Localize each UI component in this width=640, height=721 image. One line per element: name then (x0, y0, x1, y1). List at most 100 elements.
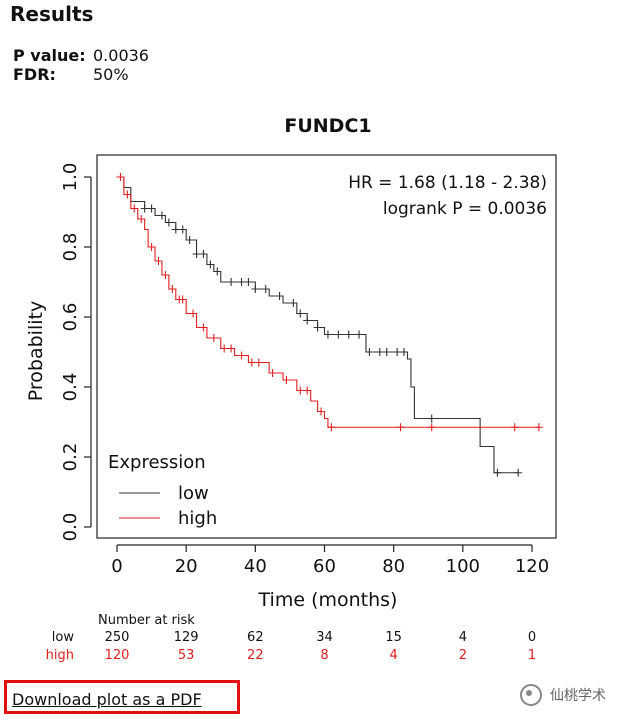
censor-mark-low (147, 204, 156, 213)
censor-mark-low (213, 267, 222, 276)
risk-cell-high: 120 (105, 648, 130, 663)
censor-mark-high (220, 344, 229, 353)
censor-mark-low (185, 236, 194, 244)
chart-title: FUNDC1 (284, 115, 371, 137)
risk-cell-low: 250 (105, 630, 130, 645)
censor-mark-high (268, 369, 277, 377)
censor-mark-high (396, 423, 405, 432)
risk-table-title: Number at risk (98, 613, 195, 628)
legend-low-label: low (178, 483, 209, 504)
censor-mark-high (303, 386, 312, 395)
p-value: 0.0036 (93, 46, 149, 65)
censor-mark-low (303, 316, 312, 325)
censor-mark-high (137, 215, 146, 223)
censor-mark-high (116, 173, 125, 181)
censor-mark-low (365, 348, 374, 356)
censor-mark-low (275, 292, 284, 300)
censor-mark-high (296, 386, 305, 395)
censor-mark-low (344, 330, 353, 339)
y-tick-label: 0.4 (60, 373, 81, 402)
censor-mark-low (237, 278, 246, 286)
x-tick-label: 40 (244, 556, 267, 577)
censor-mark-low (323, 330, 332, 339)
download-pdf-link[interactable]: Download plot as a PDF (12, 690, 202, 709)
y-tick-label: 0.0 (60, 513, 81, 542)
risk-cell-low: 62 (247, 630, 264, 645)
fdr-value: 50% (93, 65, 129, 84)
censor-mark-low (199, 250, 208, 258)
legend-title: Expression (108, 452, 206, 473)
x-tick-label: 80 (382, 556, 405, 577)
risk-cell-low: 0 (528, 630, 536, 645)
censor-mark-high (123, 190, 132, 199)
results-title: Results (10, 2, 94, 26)
risk-row-label-high: high (46, 648, 74, 663)
censor-mark-low (334, 330, 343, 339)
censor-mark-low (493, 468, 502, 477)
y-tick-label: 0.6 (60, 303, 81, 332)
y-axis: 0.0 0.2 0.4 0.6 0.8 1.0 (60, 163, 92, 542)
censor-mark-high (209, 334, 218, 342)
censor-mark-low (289, 299, 298, 307)
censor-mark-low (164, 218, 173, 227)
risk-cell-high: 2 (459, 648, 467, 663)
censor-mark-low (140, 204, 149, 213)
censor-mark-high (510, 423, 519, 432)
censor-mark-high (247, 358, 256, 367)
censor-mark-low (171, 225, 180, 234)
censor-mark-high (178, 295, 187, 304)
censor-mark-high (317, 407, 326, 416)
y-tick-label: 0.2 (60, 443, 81, 472)
censor-mark-low (313, 323, 322, 332)
censor-mark-high (154, 257, 163, 265)
censor-mark-high (282, 376, 291, 384)
p-value-row: P value: 0.0036 (13, 46, 149, 65)
censor-mark-low (427, 414, 436, 423)
risk-cell-low: 15 (385, 630, 402, 645)
censor-mark-high (227, 344, 236, 353)
censor-mark-high (199, 323, 208, 332)
censor-mark-high (168, 285, 177, 293)
y-axis-label: Probability (25, 301, 47, 401)
censor-mark-low (192, 250, 201, 258)
risk-cell-low: 4 (459, 630, 467, 645)
p-value-label: P value: (13, 46, 86, 65)
stats-block: P value: 0.0036 FDR: 50% (13, 46, 149, 84)
hr-annotation: HR = 1.68 (1.18 - 2.38) (348, 173, 547, 193)
y-tick-label: 1.0 (60, 163, 81, 192)
risk-cell-high: 53 (178, 648, 195, 663)
censor-mark-low (375, 348, 384, 356)
censor-mark-low (157, 211, 166, 220)
censor-mark-high (130, 204, 139, 213)
censor-mark-high (327, 423, 336, 432)
risk-cell-high: 4 (390, 648, 398, 663)
censor-mark-low (227, 278, 236, 286)
risk-cell-low: 129 (174, 630, 199, 645)
risk-cell-high: 8 (320, 648, 328, 663)
legend: Expression low high (108, 452, 217, 529)
censor-mark-high (189, 309, 198, 318)
wechat-icon (520, 684, 542, 706)
x-tick-label: 60 (313, 556, 336, 577)
censor-mark-low (382, 348, 391, 356)
logrank-annotation: logrank P = 0.0036 (383, 199, 547, 219)
censor-mark-low (514, 468, 523, 477)
fdr-row: FDR: 50% (13, 65, 149, 84)
risk-cell-high: 22 (247, 648, 264, 663)
y-tick-label: 0.8 (60, 233, 81, 262)
censor-mark-low (206, 260, 215, 269)
censor-mark-low (244, 278, 253, 286)
risk-row-label-low: low (52, 630, 75, 645)
censor-mark-low (400, 348, 409, 356)
x-tick-label: 100 (446, 556, 480, 577)
x-axis: 0 20 40 60 80 100 120 (111, 544, 549, 577)
censor-mark-low (355, 330, 364, 339)
risk-cell-high: 1 (528, 648, 536, 663)
km-chart: FUNDC1 0.00.20.40.60.81.0 0 20 40 60 80 100 12… (25, 115, 557, 663)
watermark-text: 仙桃学术 (550, 688, 606, 704)
series-group (116, 173, 543, 477)
censor-mark-high (237, 351, 246, 360)
censor-mark-high (147, 243, 156, 251)
censor-mark-high (427, 423, 436, 432)
censor-mark-high (534, 423, 543, 432)
